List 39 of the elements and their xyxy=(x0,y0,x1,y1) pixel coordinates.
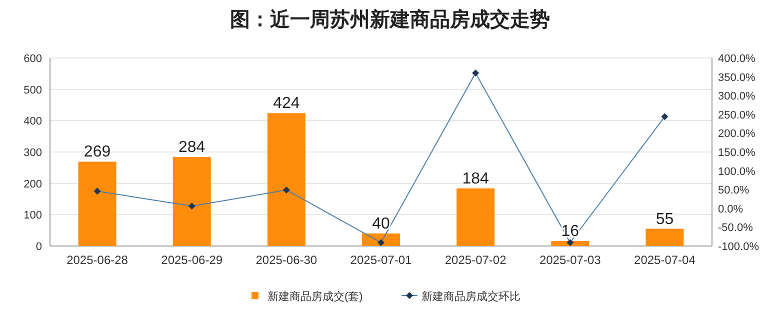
y2-tick-label: 350.0% xyxy=(718,72,756,84)
y2-tick-label: 0.0% xyxy=(718,203,744,216)
x-tick-label: 2025-07-02 xyxy=(444,253,507,267)
y2-tick-label: 200.0% xyxy=(718,128,756,140)
legend-label: 新建商品房成交环比 xyxy=(422,290,520,303)
bar xyxy=(78,162,116,246)
y-tick-label: 100 xyxy=(24,210,42,222)
x-tick-label: 2025-06-28 xyxy=(66,253,128,267)
chart-title: 图：近一周苏州新建商品房成交走势 xyxy=(230,8,550,31)
y2-tick-label: 150.0% xyxy=(718,147,756,159)
bar xyxy=(456,188,495,246)
y2-tick-label: 300.0% xyxy=(718,90,756,103)
data-label: 184 xyxy=(462,170,490,188)
y-tick-label: 600 xyxy=(24,53,42,65)
data-label: 269 xyxy=(84,144,111,161)
legend-label: 新建商品房成交(套) xyxy=(268,290,363,303)
x-tick-label: 2025-06-30 xyxy=(256,253,318,267)
data-label: 424 xyxy=(273,95,300,112)
bar xyxy=(267,113,306,246)
y2-tick-label: 50.0% xyxy=(718,184,750,197)
y-tick-label: 500 xyxy=(24,84,42,96)
x-tick-label: 2025-07-04 xyxy=(634,253,696,267)
data-label: 284 xyxy=(178,139,206,156)
data-label: 55 xyxy=(656,210,674,228)
y2-tick-label: 250.0% xyxy=(718,109,756,122)
y2-tick-label: -100.0% xyxy=(718,241,760,253)
y-tick-label: 300 xyxy=(24,147,42,159)
y2-tick-label: 100.0% xyxy=(718,166,756,178)
y2-tick-label: 400.0% xyxy=(718,53,756,65)
x-tick-label: 2025-06-29 xyxy=(161,253,223,267)
y-tick-label: 400 xyxy=(24,116,42,128)
x-tick-label: 2025-07-03 xyxy=(539,253,602,267)
bar xyxy=(646,228,684,246)
bar xyxy=(172,157,211,246)
y-tick-label: 200 xyxy=(24,178,42,190)
data-label: 40 xyxy=(372,215,390,232)
x-tick-label: 2025-07-01 xyxy=(350,253,412,267)
y2-tick-label: -50.0% xyxy=(718,222,754,234)
y-tick-label: 0 xyxy=(36,241,42,253)
